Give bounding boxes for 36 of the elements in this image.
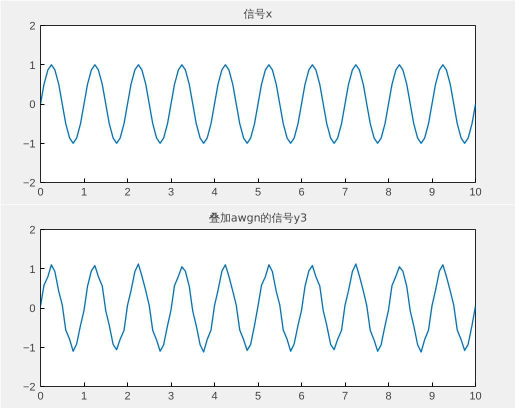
chart-title: 叠加awgn的信号y3 [208,212,308,224]
line-series [40,64,476,144]
x-tick-label: 9 [428,390,436,402]
x-tick-label: 1 [80,186,88,198]
x-tick-label: 6 [298,390,305,402]
y-tick-label: 2 [29,20,36,32]
x-tick-label: 5 [254,390,262,402]
y-tick-label: −1 [22,138,36,150]
x-tick-label: 5 [254,186,262,198]
y-tick-label: −2 [22,178,36,190]
y-tick-label: −1 [22,342,36,354]
y-tick-label: 0 [29,303,36,315]
x-tick-label: 7 [342,390,348,402]
y-tick-label: 1 [29,264,36,276]
line-series [40,263,476,353]
x-tick-label: 3 [168,390,174,402]
y-tick-label: −2 [22,382,36,394]
x-tick-label: 10 [469,186,482,198]
x-tick-label: 6 [298,186,305,198]
y-tick-label: 0 [29,99,36,111]
x-tick-label: 4 [211,186,218,198]
y-tick-label: 1 [29,60,36,72]
x-tick-label: 1 [80,390,88,402]
x-tick-label: 7 [342,186,348,198]
x-tick-label: 9 [428,186,436,198]
chart-title: 信号x [244,8,273,20]
x-tick-label: 8 [385,186,392,198]
x-tick-label: 2 [124,390,131,402]
x-tick-label: 0 [37,390,44,402]
x-tick-label: 8 [385,390,392,402]
x-tick-label: 2 [124,186,131,198]
y-tick-label: 2 [29,224,36,236]
x-tick-label: 10 [469,390,482,402]
x-tick-label: 3 [168,186,174,198]
x-tick-label: 0 [37,186,44,198]
x-tick-label: 4 [211,390,218,402]
